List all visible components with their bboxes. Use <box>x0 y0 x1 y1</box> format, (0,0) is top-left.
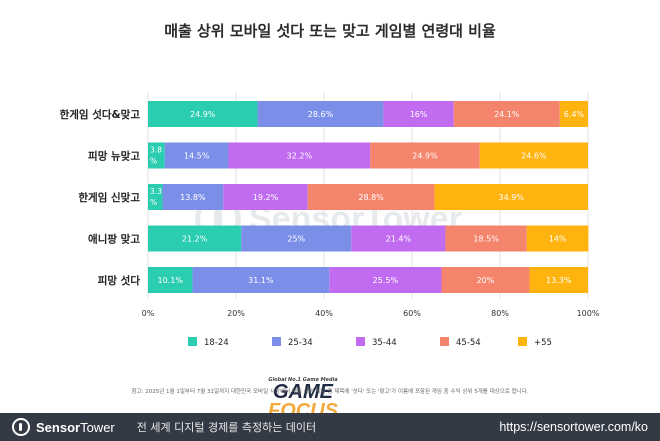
footer-brand: SensorTower <box>36 420 115 435</box>
gamefocus-tagline: Global No.1 Game Media <box>268 377 338 383</box>
data-label: 3.3 <box>150 187 162 196</box>
legend-swatch <box>272 337 281 346</box>
data-label: 3.8 <box>150 146 162 155</box>
data-label: 14% <box>549 235 567 244</box>
category-label: 피망 섯다 <box>98 274 141 287</box>
bar-segment <box>370 142 480 169</box>
bar-segment <box>148 267 193 293</box>
data-label: 20% <box>477 276 495 285</box>
x-tick-label: 80% <box>491 309 509 318</box>
legend-swatch <box>188 337 197 346</box>
data-label: 32.2% <box>287 152 313 161</box>
x-tick-label: 0% <box>142 309 155 318</box>
legend-swatch <box>518 337 527 346</box>
bar-segment <box>148 101 258 127</box>
footer-tagline: 전 세계 디지털 경제를 측정하는 데이터 <box>136 421 317 434</box>
data-label: 28.6% <box>308 110 334 119</box>
x-tick-label: 60% <box>403 309 421 318</box>
footer-brand-bold: Sensor <box>36 419 81 435</box>
data-label: 6.4% <box>564 110 585 119</box>
legend-swatch <box>440 337 449 346</box>
bar-segment <box>192 267 330 293</box>
data-label: 24.9% <box>412 152 438 161</box>
x-tick-label: 40% <box>315 309 333 318</box>
data-label: 24.9% <box>190 110 216 119</box>
bar-segment <box>383 101 454 127</box>
data-label: 25.5% <box>373 276 399 285</box>
legend-label: 45-54 <box>456 338 481 348</box>
data-label: 28.8% <box>358 193 384 202</box>
legend-swatch <box>356 337 365 346</box>
data-label-unit: % <box>150 157 157 166</box>
data-label: 21.2% <box>182 235 208 244</box>
footnote: 참고: 2025년 1월 1일부터 7월 31일까지 대한민국 모바일 시장에서… <box>131 389 529 395</box>
gamefocus-word1: GAME <box>273 381 333 403</box>
bar-segment <box>445 225 527 252</box>
category-label: 한게임 섯다&맞고 <box>60 108 141 121</box>
data-label: 24.1% <box>494 110 520 119</box>
category-label: 애니팡 맞고 <box>88 233 140 246</box>
data-label: 13.8% <box>180 193 206 202</box>
data-label: 19.2% <box>253 193 279 202</box>
footer-url-link[interactable]: https://sensortower.com/ko <box>499 420 648 434</box>
legend-label: 18-24 <box>204 338 229 348</box>
footer-logo[interactable]: SensorTower <box>12 418 115 436</box>
bar-segment <box>228 142 371 169</box>
bar-segment <box>241 225 352 252</box>
data-label-unit: % <box>150 198 157 207</box>
bar-segment <box>148 142 165 169</box>
bar-segment <box>526 225 589 252</box>
stacked-bar-chart: 0% 20% 40% 60% 80% 100% 한게임 섯다&맞고 24.9% 28.6% 16%… <box>60 92 600 348</box>
sensortower-icon <box>12 418 30 436</box>
legend-label: +55 <box>534 338 552 348</box>
bar-segment <box>164 142 229 169</box>
chart-title: 매출 상위 모바일 섯다 또는 맞고 게임별 연령대 비율 <box>164 22 496 40</box>
data-label: 21.4% <box>386 235 412 244</box>
bar-segment <box>434 184 588 210</box>
category-label: 피망 뉴맞고 <box>88 150 140 163</box>
bar-segment <box>148 184 163 210</box>
legend-label: 35-44 <box>372 338 397 348</box>
bar-segment <box>441 267 530 293</box>
data-label: 18.5% <box>473 235 499 244</box>
bar-segment <box>307 184 435 210</box>
category-label: 한게임 신맞고 <box>78 191 140 204</box>
data-label: 34.9% <box>499 193 525 202</box>
bar-segment <box>559 101 588 127</box>
bar-segment <box>351 225 446 252</box>
x-tick-label: 100% <box>577 309 600 318</box>
x-tick-label: 20% <box>227 309 245 318</box>
data-label: 24.6% <box>521 152 547 161</box>
bar-segment <box>162 184 224 210</box>
footer-brand-rest: Tower <box>80 419 115 435</box>
bar-segment <box>453 101 560 127</box>
data-label: 16% <box>410 110 428 119</box>
bar-segment <box>479 142 588 169</box>
bar-segment <box>257 101 384 127</box>
bar-segment <box>529 267 588 293</box>
legend-label: 25-34 <box>288 338 313 348</box>
bar-segment <box>148 225 242 252</box>
footer-bar: SensorTower 전 세계 디지털 경제를 측정하는 데이터 https:… <box>0 413 660 441</box>
data-label: 31.1% <box>248 276 274 285</box>
data-label: 14.5% <box>184 152 210 161</box>
bar-segment <box>223 184 308 210</box>
data-label: 13.3% <box>546 276 572 285</box>
gamefocus-logo: GAME <box>268 381 338 403</box>
data-label: 10.1% <box>158 276 184 285</box>
bar-segment <box>329 267 442 293</box>
data-label: 25% <box>287 235 305 244</box>
